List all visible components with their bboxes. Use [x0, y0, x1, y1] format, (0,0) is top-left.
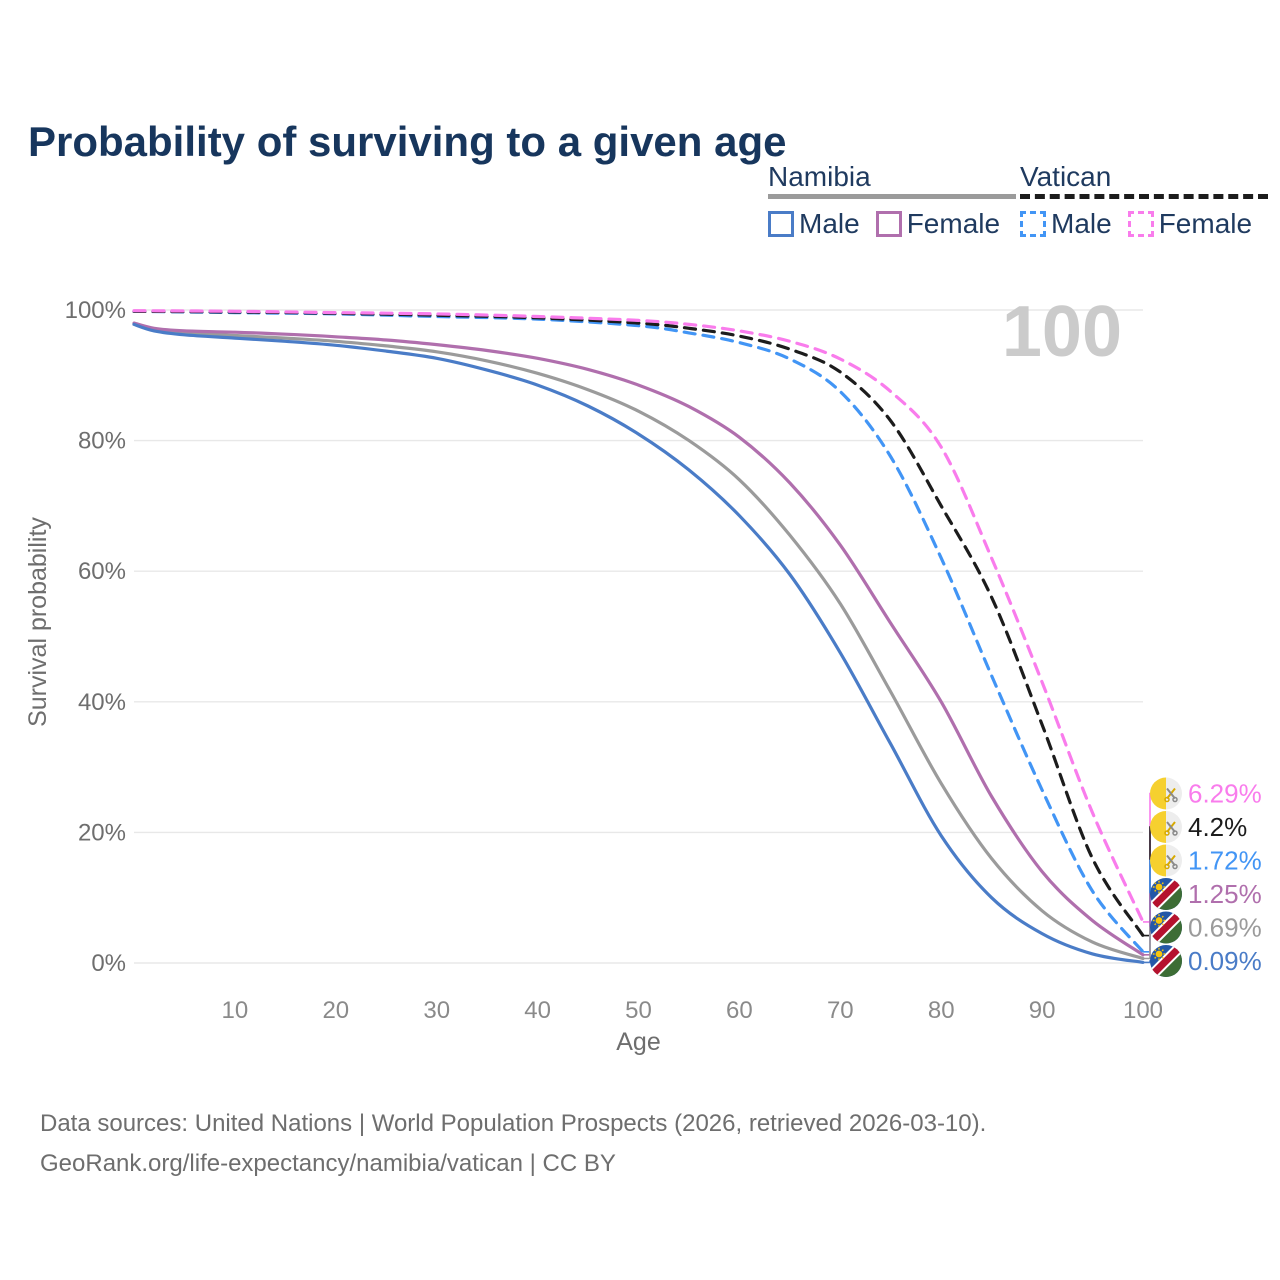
series-curve-vatican-female	[132, 309, 1145, 924]
vatican-flag-part	[1150, 777, 1166, 810]
vatican-flag-part	[1172, 796, 1178, 803]
end-value-label: 0.69%	[1188, 913, 1262, 943]
namibia-flag-part	[1155, 883, 1163, 891]
namibia-flag-part	[1155, 917, 1163, 924]
vatican-flag-icon	[1150, 844, 1182, 877]
end-value-label: 4.2%	[1188, 812, 1247, 842]
footer-data-sources: Data sources: United Nations | World Pop…	[40, 1110, 987, 1137]
legend-group-vatican: Vatican Male Female	[1020, 161, 1269, 240]
namibia-flag-part	[1161, 889, 1164, 892]
end-value-label: 6.29%	[1188, 779, 1262, 809]
age-watermark: 100	[1001, 292, 1122, 372]
legend-underline-namibia	[768, 194, 1017, 199]
y-tick-label: 20%	[78, 819, 126, 846]
y-tick-label: 80%	[78, 428, 126, 455]
series-swatch-icon	[1020, 211, 1046, 237]
x-tick-label: 90	[1029, 997, 1056, 1024]
namibia-flag-icon	[1150, 945, 1182, 977]
legend-item-label: Male	[1051, 208, 1112, 239]
namibia-flag-part	[1154, 949, 1157, 952]
end-value-label: 0.09%	[1188, 946, 1262, 976]
x-tick-label: 50	[625, 997, 652, 1024]
namibia-flag-part	[1154, 956, 1157, 959]
legend-group-namibia: Namibia Male Female	[768, 161, 1017, 240]
y-tick-label: 40%	[78, 689, 126, 716]
end-value-label: 1.25%	[1188, 879, 1262, 909]
footer-attribution: GeoRank.org/life-expectancy/namibia/vati…	[40, 1150, 616, 1177]
legend-group-title: Vatican	[1020, 161, 1112, 192]
vatican-flag-part	[1164, 863, 1170, 870]
legend-items: Male Female	[1020, 208, 1268, 240]
legend-underline-vatican	[1020, 194, 1269, 199]
namibia-flag-part	[1161, 949, 1164, 952]
x-tick-label: 70	[827, 997, 854, 1024]
namibia-flag-part	[1161, 956, 1164, 959]
vatican-flag-part	[1150, 811, 1166, 843]
x-tick-label: 80	[928, 997, 955, 1024]
vatican-flag-part	[1172, 863, 1178, 870]
namibia-flag-part	[1154, 915, 1157, 918]
endpoint-connector	[1143, 859, 1154, 953]
namibia-flag-part	[1161, 915, 1164, 918]
vatican-flag-part	[1166, 787, 1176, 800]
vatican-flag-part	[1166, 777, 1182, 810]
end-value-label: 1.72%	[1188, 846, 1262, 876]
series-curve-namibia-total	[132, 322, 1145, 961]
series-curve-vatican-total	[132, 309, 1145, 938]
legend-item-vatican-male[interactable]: Male	[1020, 208, 1112, 240]
legend-group-title: Namibia	[768, 161, 871, 192]
page-title: Probability of surviving to a given age	[28, 118, 787, 166]
legend-items: Male Female	[768, 208, 1016, 240]
legend: Namibia Male Female Vatican Male	[0, 162, 1280, 242]
vatican-flag-part	[1166, 854, 1176, 867]
vatican-flag-part	[1172, 830, 1178, 836]
namibia-flag-part	[1161, 923, 1164, 926]
y-tick-label: 60%	[78, 558, 126, 585]
legend-item-namibia-male[interactable]: Male	[768, 208, 860, 240]
y-tick-label: 0%	[91, 950, 126, 977]
series-curve-namibia-female	[132, 321, 1145, 957]
namibia-flag-icon	[1150, 878, 1182, 910]
namibia-flag-icon	[1150, 911, 1182, 944]
namibia-flag-part	[1155, 950, 1163, 958]
series-swatch-icon	[768, 211, 794, 237]
y-axis-title: Survival probability	[24, 517, 52, 727]
namibia-flag-part	[1150, 945, 1182, 977]
series-curve-vatican-male	[132, 309, 1145, 954]
x-axis-title: Age	[616, 1028, 660, 1056]
legend-item-label: Female	[906, 208, 1001, 239]
x-tick-label: 10	[222, 997, 249, 1024]
namibia-flag-part	[1154, 923, 1157, 926]
vatican-flag-icon	[1150, 777, 1182, 810]
series-curve-namibia-male	[132, 322, 1145, 964]
vatican-flag-part	[1166, 811, 1182, 843]
series-swatch-icon	[875, 211, 902, 237]
vatican-flag-part	[1166, 821, 1176, 833]
x-tick-label: 30	[423, 997, 450, 1024]
namibia-flag-part	[1150, 878, 1182, 910]
namibia-flag-part	[1161, 882, 1164, 885]
legend-item-namibia-female[interactable]: Female	[875, 208, 1001, 240]
vatican-flag-part	[1150, 844, 1166, 877]
y-tick-label: 100%	[65, 297, 126, 324]
legend-item-label: Female	[1158, 208, 1253, 239]
series-swatch-icon	[1127, 211, 1154, 237]
x-tick-label: 100	[1123, 997, 1163, 1024]
x-tick-label: 40	[524, 997, 551, 1024]
namibia-flag-part	[1154, 882, 1157, 885]
legend-item-label: Male	[799, 208, 860, 239]
vatican-flag-icon	[1150, 811, 1182, 843]
namibia-flag-part	[1150, 911, 1182, 944]
vatican-flag-part	[1164, 796, 1170, 803]
vatican-flag-part	[1166, 844, 1182, 877]
x-tick-label: 60	[726, 997, 753, 1024]
namibia-flag-part	[1154, 889, 1157, 892]
vatican-flag-part	[1164, 830, 1170, 836]
footer: Data sources: United Nations | World Pop…	[40, 1104, 986, 1184]
x-tick-label: 20	[322, 997, 349, 1024]
legend-item-vatican-female[interactable]: Female	[1127, 208, 1253, 240]
